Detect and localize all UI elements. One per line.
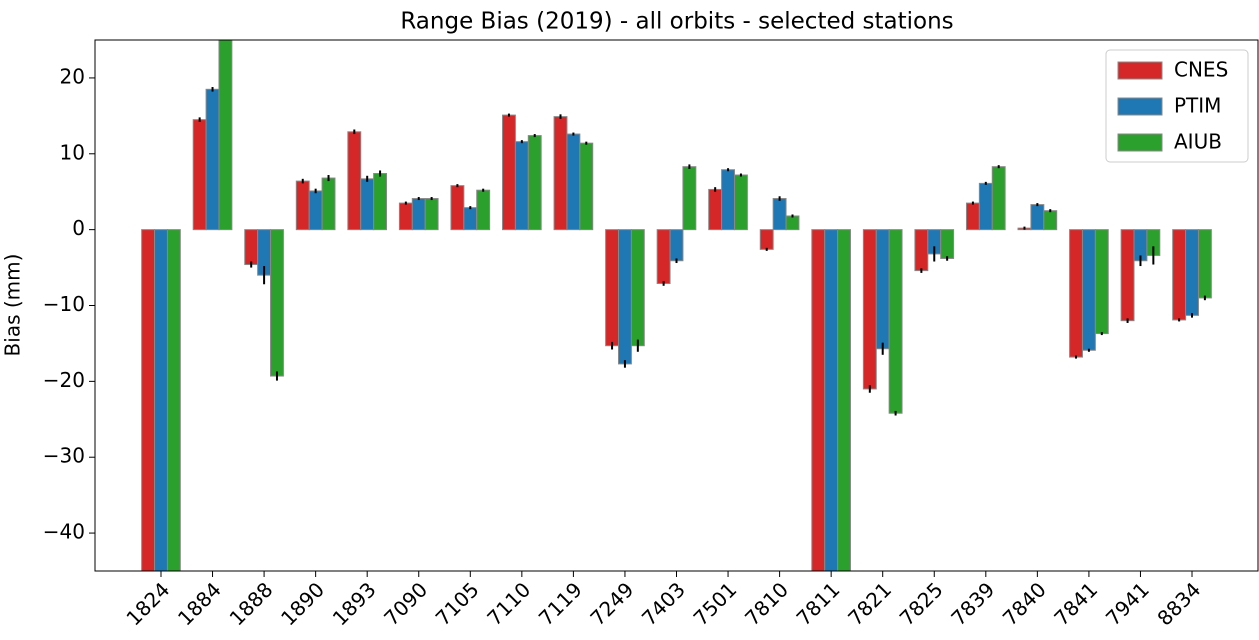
bar	[1197, 229, 1212, 299]
bar	[373, 173, 388, 231]
bar	[347, 131, 362, 231]
legend-label: AIUB	[1174, 130, 1222, 154]
bar	[154, 229, 168, 571]
y-tick-label: 0	[72, 216, 85, 240]
bar	[759, 229, 774, 250]
x-tick-label: 7403	[637, 577, 690, 630]
x-tick-label: 7841	[1049, 577, 1102, 630]
y-tick-label: −10	[43, 292, 85, 316]
y-tick-label: 20	[60, 64, 85, 88]
y-tick-label: 10	[60, 140, 85, 164]
x-tick-label: 1884	[173, 577, 226, 630]
x-tick-label: 7249	[585, 577, 638, 630]
bar	[166, 229, 181, 571]
bar	[270, 229, 284, 377]
bar	[218, 40, 233, 231]
bar	[321, 177, 336, 231]
x-tick-label: 7811	[792, 577, 845, 630]
bar	[424, 198, 439, 231]
bar	[244, 229, 259, 266]
x-tick-label: 7501	[689, 577, 742, 630]
y-tick-label: −20	[43, 368, 85, 392]
x-tick-label: 7105	[431, 577, 484, 630]
x-tick-label: 1824	[121, 577, 174, 630]
x-tick-label: 7839	[946, 577, 999, 630]
bar	[1172, 229, 1187, 321]
bar	[141, 229, 156, 571]
x-tick-label: 1888	[225, 577, 278, 630]
legend-label: CNES	[1174, 58, 1228, 82]
bar	[630, 229, 645, 347]
x-tick-label: 7119	[534, 577, 587, 630]
legend-swatch	[1117, 133, 1163, 152]
chart-title: Range Bias (2019) - all orbits - selecte…	[400, 9, 953, 35]
bar	[398, 202, 413, 231]
x-tick-label: 7090	[379, 577, 432, 630]
bar	[1081, 229, 1096, 351]
bar	[295, 180, 310, 231]
bar	[205, 88, 220, 231]
bar	[450, 185, 465, 231]
bar	[527, 135, 542, 231]
bar	[914, 229, 929, 272]
bar	[566, 133, 581, 231]
x-tick-label: 1893	[328, 577, 381, 630]
y-axis-label: Bias (mm)	[1, 254, 25, 357]
bar	[1185, 229, 1199, 316]
bar	[940, 229, 955, 259]
legend-swatch	[1117, 97, 1163, 116]
y-tick-label: −30	[43, 444, 85, 468]
x-tick-label: 7810	[740, 577, 793, 630]
bar	[888, 229, 903, 414]
bar	[514, 141, 529, 231]
bar	[618, 229, 632, 365]
bar	[553, 116, 568, 231]
bar	[965, 202, 980, 231]
bar	[785, 215, 800, 231]
bar	[656, 229, 671, 285]
bar	[192, 119, 207, 231]
bar	[579, 142, 594, 231]
x-tick-label: 8834	[1152, 577, 1205, 630]
bar	[991, 166, 1006, 231]
legend-label: PTIM	[1174, 94, 1221, 118]
bar	[463, 207, 478, 231]
bar	[308, 190, 323, 231]
bar	[978, 182, 993, 231]
bar	[875, 229, 890, 350]
bar	[811, 229, 826, 571]
x-tick-label: 7110	[482, 577, 535, 630]
bar	[837, 229, 851, 571]
bar	[502, 114, 516, 231]
bar	[669, 229, 684, 262]
bar	[1069, 229, 1083, 358]
bar	[1094, 229, 1109, 335]
bar	[824, 229, 839, 571]
x-tick-label: 1890	[276, 577, 329, 630]
bar	[733, 174, 748, 231]
bar	[862, 229, 877, 390]
bar	[721, 169, 735, 231]
y-tick-label: −40	[43, 520, 85, 544]
bar	[772, 198, 787, 231]
x-tick-label: 7941	[1101, 577, 1154, 630]
bar	[411, 198, 426, 231]
plot-area	[141, 40, 1212, 571]
bar	[1030, 204, 1045, 231]
bar	[1043, 210, 1058, 231]
bar	[605, 229, 620, 347]
x-tick-label: 7825	[895, 577, 948, 630]
bar	[708, 188, 723, 231]
x-tick-label: 7840	[998, 577, 1051, 630]
bar	[682, 166, 697, 231]
legend-swatch	[1117, 61, 1163, 80]
bar	[1120, 229, 1135, 322]
bar	[360, 178, 375, 231]
x-tick-label: 7821	[843, 577, 896, 630]
bar	[476, 189, 491, 231]
